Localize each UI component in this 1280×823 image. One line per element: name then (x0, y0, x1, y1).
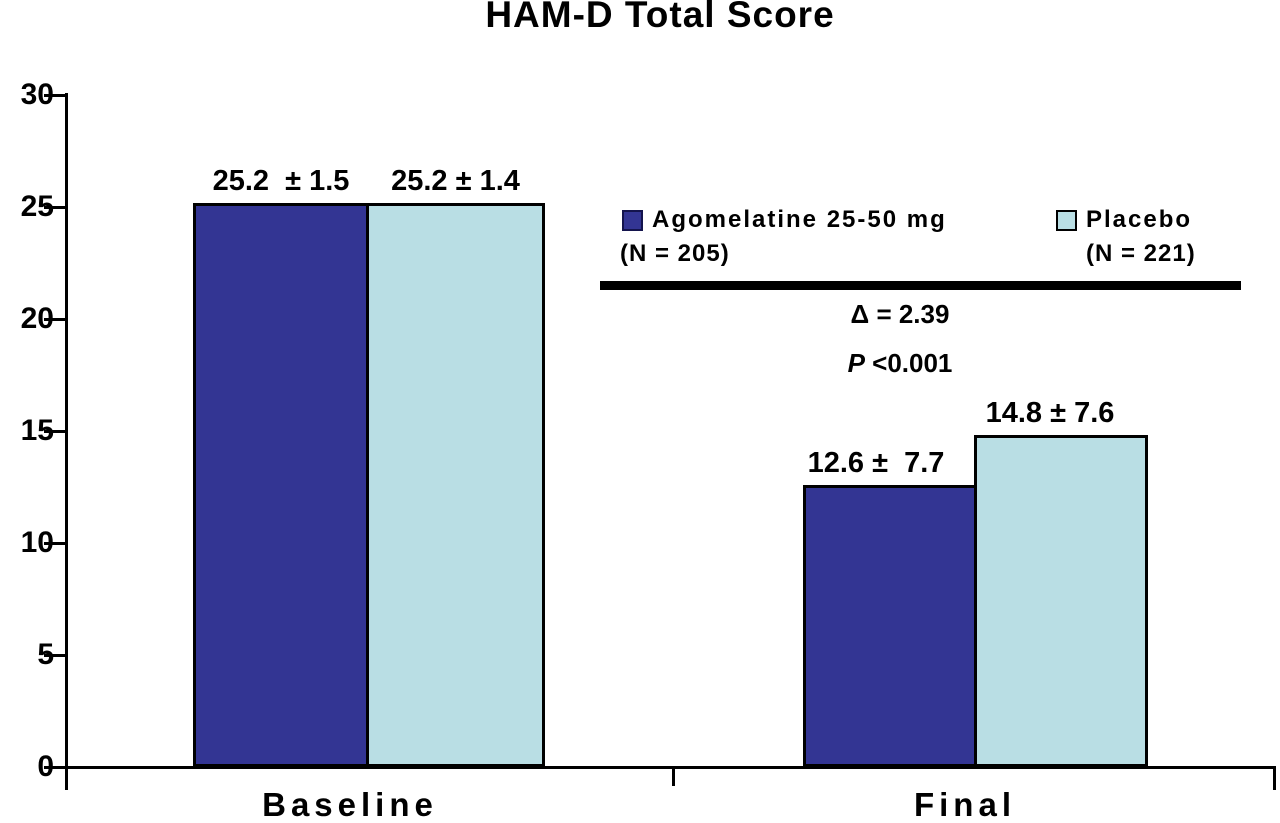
delta-annotation: Δ = 2.39 (850, 299, 950, 329)
y-tick-mark (44, 93, 68, 97)
value-label-placebo-baseline: 25.2 ± 1.4 (391, 164, 520, 197)
x-axis-mid-tick (672, 766, 675, 786)
bar-agomelatine-final (803, 484, 977, 767)
value-label-agomelatine-final: 12.6 ± 7.7 (807, 446, 945, 479)
y-tick-label: 20 (20, 302, 54, 335)
legend-label-placebo: Placebo (1086, 206, 1193, 233)
legend-swatch-agomelatine (622, 210, 643, 231)
y-tick-mark (44, 541, 68, 545)
y-tick-label: 10 (20, 526, 54, 559)
bar-placebo-final (974, 435, 1148, 767)
y-tick-label: 5 (37, 638, 54, 671)
chart-title: HAM-D Total Score (485, 0, 835, 35)
y-tick-mark (44, 765, 68, 769)
value-label-placebo-final: 14.8 ± 7.6 (985, 397, 1115, 430)
y-tick-label: 25 (20, 190, 54, 223)
y-tick-label: 15 (20, 414, 54, 447)
p-value-text: <0.001 (864, 348, 953, 378)
legend-label-agomelatine: Agomelatine 25-50 mg (652, 206, 947, 233)
legend-swatch-placebo (1056, 210, 1077, 231)
p-value-annotation: P <0.001 (750, 348, 1050, 379)
x-axis-line (65, 766, 1276, 769)
bar-agomelatine-baseline (193, 202, 369, 767)
y-tick-label: 0 (37, 750, 54, 783)
y-tick-mark (44, 317, 68, 321)
x-label-baseline: Baseline (262, 786, 438, 823)
p-symbol: P (847, 348, 865, 378)
y-tick-mark (44, 429, 68, 433)
bar-placebo-baseline (366, 202, 545, 767)
legend-n-agomelatine: (N = 205) (620, 240, 730, 267)
value-label-agomelatine-baseline: 25.2 ± 1.5 (212, 164, 350, 197)
y-axis-line (65, 93, 68, 790)
y-tick-mark (44, 653, 68, 657)
y-tick-label: 30 (20, 78, 54, 111)
y-tick-mark (44, 205, 68, 209)
legend-divider-line (600, 281, 1241, 290)
x-label-final: Final (913, 786, 1016, 823)
x-axis-end-tick (1273, 766, 1276, 790)
legend-n-placebo: (N = 221) (1086, 240, 1196, 267)
